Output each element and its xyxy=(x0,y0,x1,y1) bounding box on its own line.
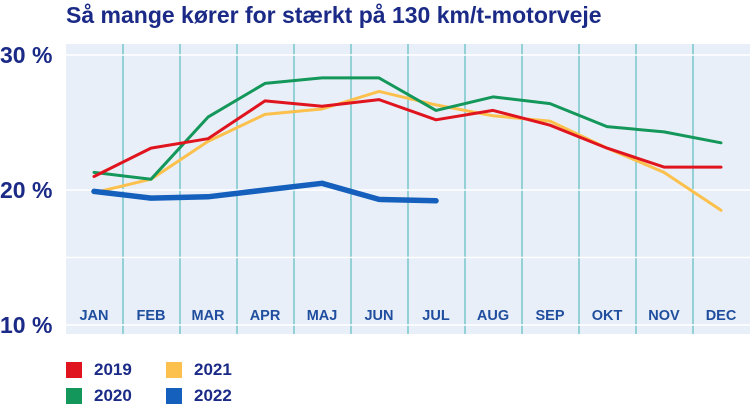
x-tick-label: DEC xyxy=(706,308,737,324)
legend-item-2020: 2020 xyxy=(66,386,132,406)
legend-label-2021: 2021 xyxy=(194,360,232,379)
y-axis: 30 % 20 % 10 % xyxy=(0,42,52,338)
legend-label-2022: 2022 xyxy=(194,386,232,405)
y-tick-label: 10 % xyxy=(0,312,52,338)
series-line-2020 xyxy=(92,76,723,181)
legend-label-2019: 2019 xyxy=(94,360,132,379)
series-line-2019 xyxy=(92,98,723,178)
x-tick-label: OKT xyxy=(592,308,623,324)
x-tick-label: NOV xyxy=(648,308,680,324)
x-tick-label: MAR xyxy=(191,308,225,324)
legend-label-2020: 2020 xyxy=(94,386,132,405)
x-tick-label: MAJ xyxy=(307,308,338,324)
x-tick-label: AUG xyxy=(477,308,509,324)
series-lines xyxy=(91,76,723,212)
legend: 2019 2021 2020 2022 xyxy=(66,352,286,408)
vertical-gridlines xyxy=(122,44,694,334)
legend-swatch-2022 xyxy=(166,388,182,404)
x-tick-label: JUL xyxy=(422,308,450,324)
legend-swatch-2019 xyxy=(66,362,82,378)
x-tick-label: SEP xyxy=(535,308,564,324)
y-tick-label: 30 % xyxy=(0,42,52,68)
series-line-2022 xyxy=(91,180,439,204)
chart-title: Så mange kører for stærkt på 130 km/t-mo… xyxy=(66,2,602,28)
x-tick-label: APR xyxy=(250,308,281,324)
y-tick-label: 20 % xyxy=(0,177,52,203)
horizontal-gridlines xyxy=(66,54,750,326)
x-tick-label: JAN xyxy=(79,308,108,324)
legend-item-2022: 2022 xyxy=(166,386,232,406)
legend-item-2021: 2021 xyxy=(166,360,232,380)
legend-swatch-2021 xyxy=(166,362,182,378)
legend-swatch-2020 xyxy=(66,388,82,404)
x-axis: JAN FEB MAR APR MAJ JUN JUL AUG SEP OKT NOV DEC xyxy=(79,308,736,324)
legend-item-2019: 2019 xyxy=(66,360,132,380)
x-tick-label: JUN xyxy=(364,308,393,324)
x-tick-label: FEB xyxy=(137,308,166,324)
